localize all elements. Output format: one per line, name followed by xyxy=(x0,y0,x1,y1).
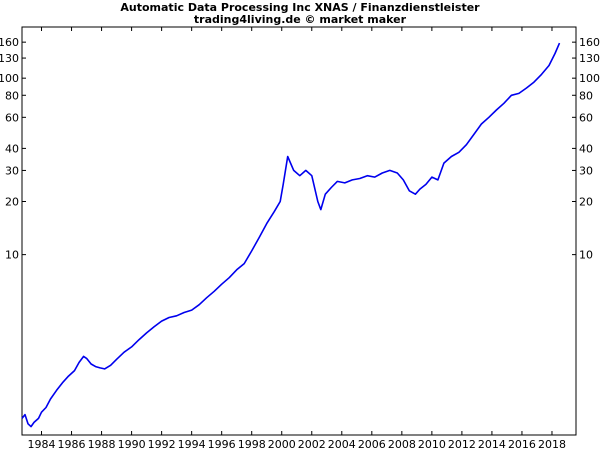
y-tick-label-left: 60 xyxy=(5,111,19,124)
y-tick-label-right: 20 xyxy=(579,196,593,209)
x-tick-label: 1998 xyxy=(238,438,266,450)
y-tick-label-left: 100 xyxy=(0,72,19,85)
y-tick-label-right: 80 xyxy=(579,89,593,102)
x-tick-label: 2004 xyxy=(328,438,356,450)
y-tick-label-left: 40 xyxy=(5,142,19,155)
x-tick-label: 2008 xyxy=(388,438,416,450)
x-tick-label: 2012 xyxy=(448,438,476,450)
x-tick-label: 2006 xyxy=(358,438,386,450)
y-tick-label-left: 160 xyxy=(0,36,19,49)
y-tick-label-left: 10 xyxy=(5,249,19,262)
x-tick-label: 1988 xyxy=(88,438,116,450)
x-tick-label: 2018 xyxy=(538,438,566,450)
y-tick-label-right: 100 xyxy=(579,72,600,85)
y-tick-label-right: 40 xyxy=(579,142,593,155)
y-tick-label-right: 60 xyxy=(579,111,593,124)
y-tick-label-right: 130 xyxy=(579,52,600,65)
x-tick-label: 1990 xyxy=(118,438,146,450)
x-tick-label: 2014 xyxy=(478,438,506,450)
y-tick-label-left: 80 xyxy=(5,89,19,102)
x-tick-label: 1994 xyxy=(178,438,206,450)
chart-title: Automatic Data Processing Inc XNAS / Fin… xyxy=(120,1,480,14)
y-tick-label-right: 10 xyxy=(579,249,593,262)
axis-ticks: 1984 1986 1988 1990 1992 1994 1996 1998 2000 2002… xyxy=(0,27,600,450)
x-tick-label: 1984 xyxy=(28,438,56,450)
x-tick-label: 1996 xyxy=(208,438,236,450)
y-tick-label-left: 30 xyxy=(5,164,19,177)
x-tick-label: 1986 xyxy=(58,438,86,450)
x-tick-label: 2002 xyxy=(298,438,326,450)
price-series-line xyxy=(21,42,561,428)
y-tick-label-left: 130 xyxy=(0,52,19,65)
chart-subtitle: trading4living.de © market maker xyxy=(193,13,407,26)
y-tick-label-right: 160 xyxy=(579,36,600,49)
x-tick-label: 1992 xyxy=(148,438,176,450)
x-tick-label: 2016 xyxy=(508,438,536,450)
y-tick-label-right: 30 xyxy=(579,164,593,177)
y-tick-label-left: 20 xyxy=(5,196,19,209)
x-tick-label: 2010 xyxy=(418,438,446,450)
plot-frame xyxy=(21,26,577,436)
x-tick-label: 2000 xyxy=(268,438,296,450)
